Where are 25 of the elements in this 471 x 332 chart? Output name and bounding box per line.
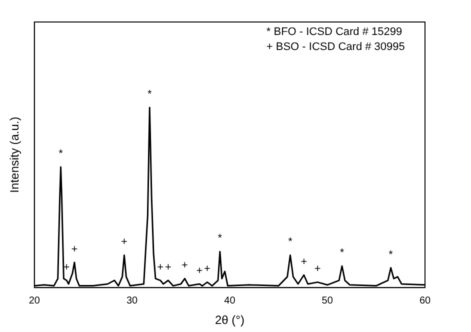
y-axis-title: Intensity (a.u.) [8,116,22,193]
x-tick-label: 20 [28,295,40,306]
annotation: * [147,88,152,101]
annotation: * [388,248,394,261]
annotation: + [63,261,70,274]
annotation: + [71,243,78,256]
x-tick-label: 50 [322,295,334,306]
text: * BFO - ICSD Card # 15299 [266,26,402,38]
annotation: + [121,236,128,248]
text: + BSO - ICSD Card # 30995 [266,41,405,54]
annotation: * [218,232,223,245]
annotation: + [300,256,308,268]
annotation: * [58,148,64,160]
annotation: + [164,261,172,274]
annotation: + [196,265,203,278]
x-tick-label: 30 [126,295,138,306]
x-tick-label: 40 [224,295,236,306]
annotation: + [204,263,210,276]
annotation: * [288,236,294,248]
annotation: * [340,247,345,260]
x-tick-label: 60 [419,295,431,306]
annotation: + [314,263,321,276]
annotation: + [157,261,164,274]
x-axis-title: 2θ (°) [214,313,244,328]
annotation: + [182,260,188,272]
